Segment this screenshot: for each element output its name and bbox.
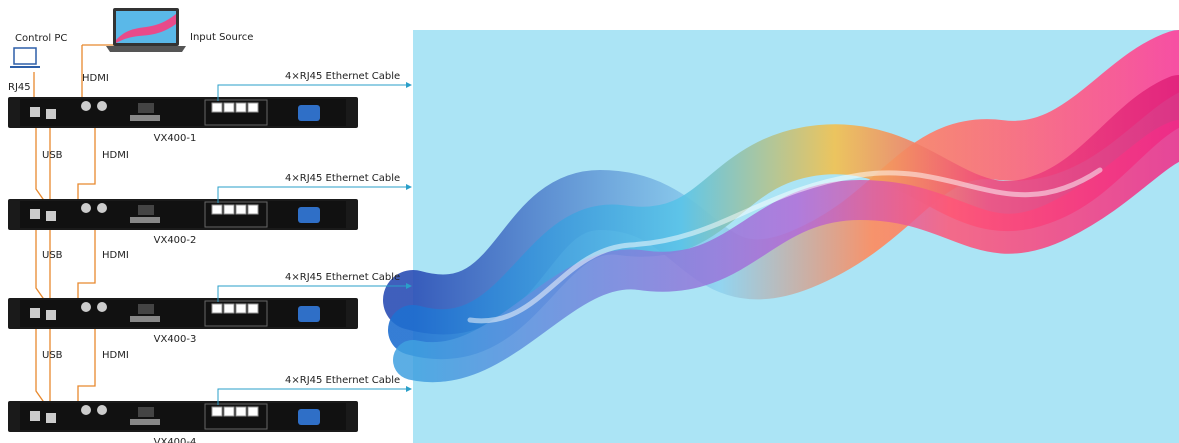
link-label: HDMI <box>102 350 129 361</box>
wave <box>383 30 1179 383</box>
link-label: USB <box>42 250 63 261</box>
port <box>130 419 160 425</box>
device-label: VX400-2 <box>154 235 197 246</box>
rj45-port <box>247 303 259 314</box>
link-label: HDMI <box>102 250 129 261</box>
usb-port <box>46 109 56 119</box>
rj45-port <box>223 406 235 417</box>
usb-port <box>30 308 40 318</box>
node-label: Control PC <box>15 33 67 44</box>
usb-port <box>46 211 56 221</box>
rj45-port <box>235 303 247 314</box>
vent <box>138 407 154 417</box>
rj45-port <box>235 406 247 417</box>
cable-label: 4×RJ45 Ethernet Cable <box>285 173 400 184</box>
rj45-port <box>211 204 223 215</box>
knob <box>81 405 91 415</box>
chassis <box>20 201 346 228</box>
rj45-port <box>223 102 235 113</box>
node-label: Input Source <box>190 32 253 43</box>
module <box>204 300 268 327</box>
chassis <box>20 99 346 126</box>
module <box>204 201 268 228</box>
chassis <box>20 403 346 430</box>
power <box>298 306 320 322</box>
rj45-port <box>247 406 259 417</box>
power <box>298 409 320 425</box>
link-label: USB <box>42 150 63 161</box>
rj45-port <box>223 204 235 215</box>
input-source <box>106 8 186 52</box>
module <box>204 99 268 126</box>
knob <box>97 101 107 111</box>
usb-cable <box>35 318 51 412</box>
power <box>298 207 320 223</box>
usb-cable <box>35 117 51 210</box>
knob <box>81 302 91 312</box>
port <box>130 316 160 322</box>
rj45-port <box>235 204 247 215</box>
port <box>130 115 160 121</box>
usb-port <box>30 107 40 117</box>
control-pc <box>10 47 40 68</box>
power <box>298 105 320 121</box>
rj45-port <box>211 303 223 314</box>
vent <box>138 103 154 113</box>
link-label: RJ45 <box>8 82 31 93</box>
ethernet-cable <box>217 184 412 203</box>
usb-cable <box>35 219 51 309</box>
rj45-port <box>211 406 223 417</box>
rj45-port <box>223 303 235 314</box>
link-label: HDMI <box>102 150 129 161</box>
knob <box>81 203 91 213</box>
device-label: VX400-4 <box>154 437 197 443</box>
link-label: HDMI <box>82 73 109 84</box>
rj45-port <box>247 102 259 113</box>
usb-port <box>46 310 56 320</box>
device <box>8 199 358 230</box>
chassis <box>20 300 346 327</box>
usb-port <box>30 411 40 421</box>
knob <box>81 101 91 111</box>
cable-label: 4×RJ45 Ethernet Cable <box>285 375 400 386</box>
link-label: USB <box>42 350 63 361</box>
device <box>8 97 358 128</box>
usb-port <box>30 209 40 219</box>
device-label: VX400-1 <box>154 133 197 144</box>
vent <box>138 205 154 215</box>
rj45-port <box>235 102 247 113</box>
rj45-port <box>247 204 259 215</box>
module <box>204 403 268 430</box>
ethernet-cable <box>217 386 412 405</box>
rj45-port <box>211 102 223 113</box>
device-label: VX400-3 <box>154 334 197 345</box>
cable-label: 4×RJ45 Ethernet Cable <box>285 71 400 82</box>
vent <box>138 304 154 314</box>
knob <box>97 302 107 312</box>
cable-label: 4×RJ45 Ethernet Cable <box>285 272 400 283</box>
artwork <box>383 30 1179 443</box>
port <box>130 217 160 223</box>
ethernet-cable <box>217 283 412 302</box>
ethernet-cable <box>217 82 412 101</box>
knob <box>97 405 107 415</box>
device <box>8 401 358 432</box>
usb-port <box>46 413 56 423</box>
device <box>8 298 358 329</box>
knob <box>97 203 107 213</box>
